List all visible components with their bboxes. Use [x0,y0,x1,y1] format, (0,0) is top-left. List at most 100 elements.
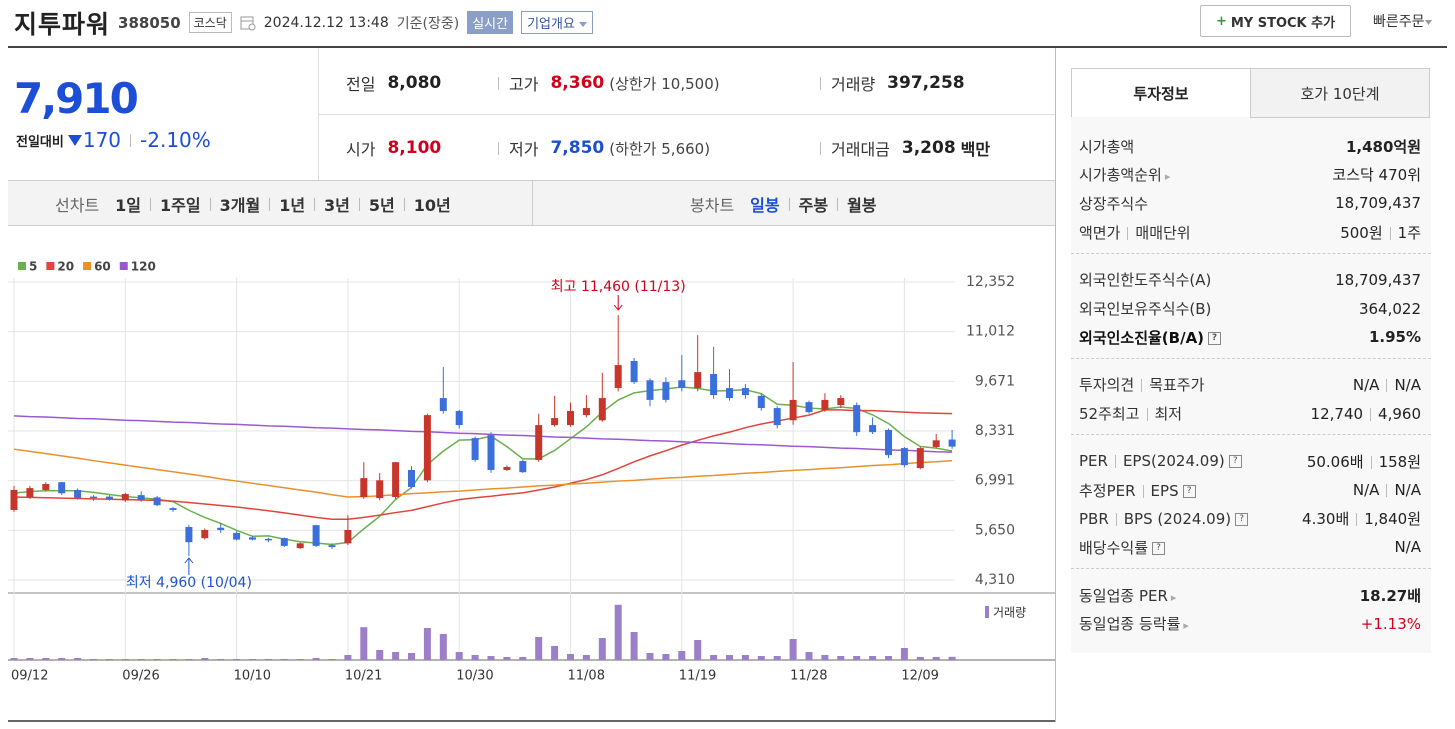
help-icon[interactable]: ? [1235,512,1249,526]
help-icon[interactable]: ? [1182,484,1196,498]
candle-body [312,525,320,546]
volume-bar [853,656,861,660]
value-text: 500원 [1340,223,1383,242]
sidebar-tab-active[interactable]: 투자정보 [1071,68,1251,117]
price-box: 7,910 전일대비 170 -2.10% [8,48,319,180]
value-text: 18,709,437 [1335,270,1421,289]
candle-body [280,538,288,546]
volume-bar [503,657,511,660]
my-stock-button[interactable]: + MY STOCK 추가 [1200,5,1351,37]
low-annotation: 최저 4,960 (10/04) [126,575,252,591]
label-text: 목표주가 [1149,376,1205,395]
candle-body [805,402,813,413]
x-tick-label: 09/12 [11,669,48,684]
candle-body [392,462,400,497]
label-text: EPS(2024.09) [1122,452,1225,471]
x-tick-label: 11/08 [568,669,605,684]
help-icon[interactable]: ? [1228,455,1242,469]
sidebar-tab[interactable]: 호가 10단계 [1250,68,1430,118]
info-label: 투자의견 목표주가 [1079,374,1204,395]
info-label: 동일업종 등락률 ▸ [1079,613,1189,634]
volume-bar [344,655,352,660]
info-value: 500원 1주 [1340,222,1421,243]
period-tab[interactable]: 1일 [115,196,142,215]
info-row: PBR BPS (2024.09)? 4.30배 1,840원 [1079,505,1421,533]
label-text: 시가총액 [1079,137,1135,156]
candle-body [853,405,861,433]
volume-bar [455,652,463,660]
period-tab[interactable]: 일봉 [750,196,780,215]
candle-body [567,411,574,426]
y-tick-label: 4,310 [975,572,1015,588]
help-icon[interactable]: ? [1208,331,1222,345]
info-row: 시가총액 1,480억원 [1079,132,1421,160]
summary-extra: (상한가 10,500) [609,74,720,93]
period-tab[interactable]: 10년 [413,196,451,215]
info-value: +1.13% [1361,615,1421,633]
value-text: 4,960 [1378,404,1421,423]
summary-value: 3,208 [901,138,956,158]
candle-body [885,429,892,456]
separator [1356,513,1358,527]
candle-body [26,488,34,497]
volume-bar [328,659,336,660]
candle-body [105,496,113,499]
ma-line [13,448,953,498]
volume-bar [42,658,50,660]
info-row: 외국인보유주식수(B) 364,022 [1079,295,1421,323]
value-text: N/A [1394,538,1421,557]
period-tab[interactable]: 3년 [324,196,350,215]
volume-bar [885,656,892,660]
summary-divider [319,114,1055,115]
value-text: 18.27배 [1359,586,1421,605]
tab-heading: 봉차트 [690,196,735,215]
volume-bar [900,648,908,660]
info-label: 시가총액 [1079,136,1134,157]
sidebar-panel [1071,117,1431,653]
volume-bar [58,658,66,660]
candle-body [837,398,845,406]
market-badge: 코스닥 [188,12,232,33]
overview-button[interactable]: 기업개요 [521,11,594,34]
summary-item: 거래량 397,258 [820,70,965,96]
volume-bar [916,657,924,660]
quick-order[interactable]: 빠른주문 [1373,11,1433,31]
candle-body [360,478,368,497]
summary-value: 397,258 [887,73,965,93]
separator [403,197,405,211]
realtime-badge[interactable]: 실시간 [467,11,514,34]
volume-bar [535,637,543,660]
candle-body [376,480,384,499]
volume-bar [376,650,384,660]
help-icon[interactable]: ? [1152,541,1166,555]
period-tab[interactable]: 5년 [368,196,395,215]
volume-bar [582,655,590,660]
info-value: 1,480억원 [1346,136,1421,157]
info-value: 18,709,437 [1335,271,1421,289]
period-tab[interactable]: 3개월 [219,196,261,215]
tab-divider [532,181,533,225]
separator [314,197,316,211]
volume-bar [249,659,256,660]
label-text: BPS (2024.09) [1123,509,1232,528]
candle-body [694,372,702,389]
candle-body [869,425,877,433]
dropdown-icon [579,22,588,27]
candle-body [10,489,18,510]
period-tab[interactable]: 1년 [279,196,306,215]
separator [358,197,360,211]
value-text: N/A [1394,481,1421,499]
line-chart-tabs: 선차트 1일 1주일 3개월 1년 3년 5년 10년 [55,192,451,216]
group-separator [1071,568,1431,570]
volume-bar [551,646,559,660]
period-tab[interactable]: 1주일 [160,196,201,215]
period-tab[interactable]: 주봉 [798,196,829,215]
volume-bar [487,656,495,660]
candle-body [455,411,463,426]
period-tab[interactable]: 월봉 [847,196,877,215]
candle-body [598,398,606,421]
candle-body [932,440,940,447]
separator [820,76,821,90]
x-tick-label: 12/09 [901,669,938,684]
